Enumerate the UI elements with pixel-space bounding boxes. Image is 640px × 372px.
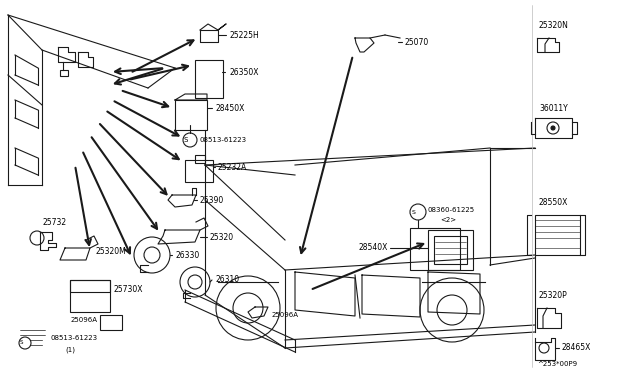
Text: 28540X: 28540X <box>358 244 388 253</box>
Text: 25096A: 25096A <box>71 317 98 323</box>
Text: 25070: 25070 <box>405 38 429 46</box>
Text: 08360-61225: 08360-61225 <box>428 207 475 213</box>
Text: 25225H: 25225H <box>230 31 260 39</box>
Text: 08513-61223: 08513-61223 <box>200 137 247 143</box>
Bar <box>195 155 205 163</box>
Text: 25096A: 25096A <box>272 312 299 318</box>
Text: 28450X: 28450X <box>215 103 244 112</box>
Text: 25320P: 25320P <box>539 291 568 299</box>
Text: 25232A: 25232A <box>218 163 247 171</box>
Text: S: S <box>19 340 23 346</box>
Text: 08513-61223: 08513-61223 <box>50 335 97 341</box>
Text: 26330: 26330 <box>175 250 199 260</box>
Bar <box>175 100 207 130</box>
Text: 26310: 26310 <box>215 276 239 285</box>
Bar <box>70 280 110 292</box>
Circle shape <box>551 126 555 130</box>
Text: 28550X: 28550X <box>539 198 568 206</box>
Bar <box>195 60 223 98</box>
Bar <box>535 215 580 255</box>
Text: (1): (1) <box>65 347 75 353</box>
Bar <box>100 315 122 330</box>
Bar <box>410 228 460 270</box>
Text: 36011Y: 36011Y <box>539 103 568 112</box>
Bar <box>434 236 467 264</box>
Text: <2>: <2> <box>440 217 456 223</box>
Bar <box>70 280 110 312</box>
Text: 25732: 25732 <box>42 218 66 227</box>
Text: 25320M: 25320M <box>95 247 125 257</box>
Text: S: S <box>184 137 188 143</box>
Text: 25730X: 25730X <box>113 285 143 295</box>
Text: 25320: 25320 <box>210 232 234 241</box>
Text: 26350X: 26350X <box>230 67 259 77</box>
Text: S: S <box>412 209 416 215</box>
Bar <box>185 160 213 182</box>
Text: ^253*00P9: ^253*00P9 <box>537 361 577 367</box>
Text: 25390: 25390 <box>200 196 224 205</box>
Text: 28465X: 28465X <box>562 343 591 353</box>
Bar <box>428 230 473 270</box>
Bar <box>60 70 68 76</box>
Text: 25320N: 25320N <box>539 20 569 29</box>
